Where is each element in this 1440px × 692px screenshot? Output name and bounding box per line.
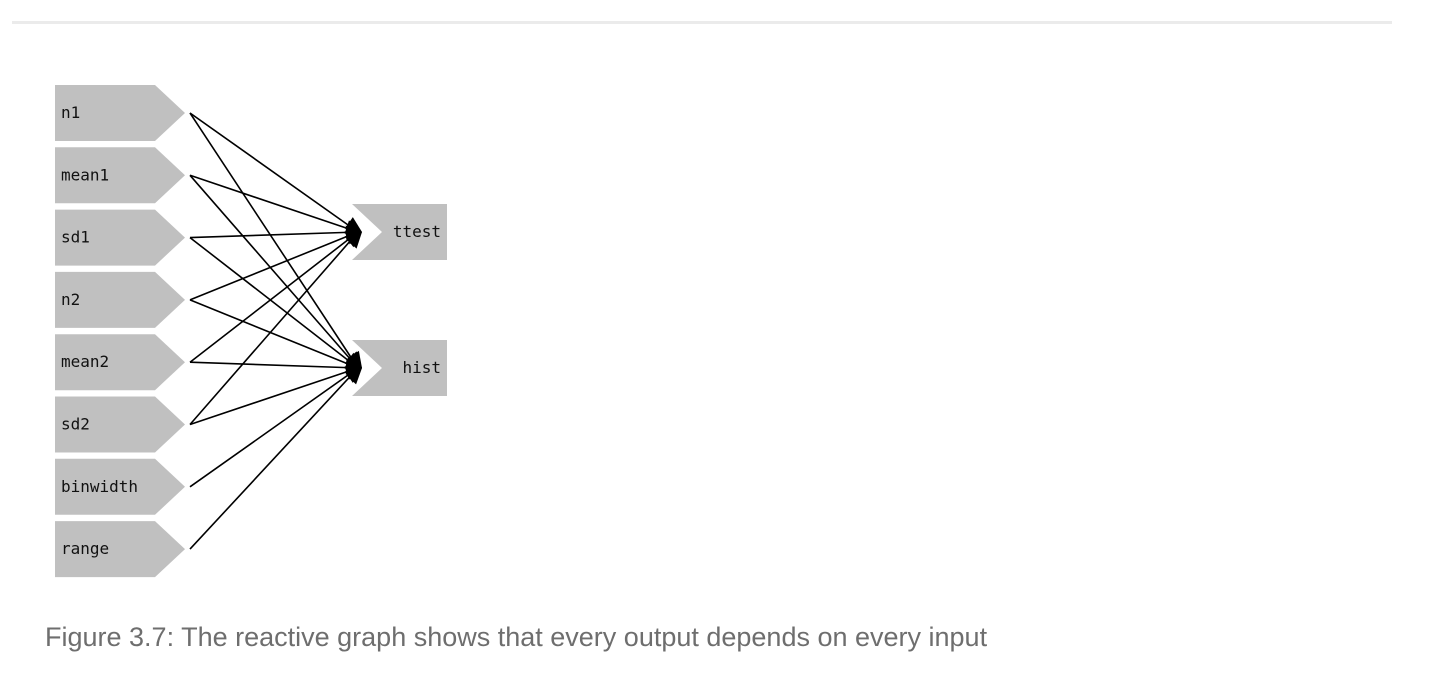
output-node-shape — [352, 204, 447, 260]
input-node-shape — [55, 521, 185, 578]
edge-n1-to-hist — [189, 112, 359, 369]
input-node-sd1: sd1 — [55, 209, 185, 266]
input-node-label: mean2 — [61, 352, 109, 371]
input-node-shape — [55, 396, 185, 453]
output-node-label: hist — [402, 358, 441, 377]
output-node-ttest: ttest — [344, 204, 447, 260]
input-node-sd2: sd2 — [55, 396, 185, 453]
input-node-binwidth: binwidth — [55, 458, 185, 515]
input-node-shape — [55, 209, 185, 266]
edge-range-to-hist — [189, 367, 359, 550]
edge-binwidth-to-hist — [189, 367, 359, 488]
input-node-shape — [55, 85, 185, 141]
input-node-range: range — [55, 521, 185, 578]
edge-sd2-to-hist — [189, 367, 359, 426]
input-node-label: n2 — [61, 290, 80, 309]
edge-sd1-to-ttest — [189, 231, 359, 239]
edges-layer — [189, 112, 359, 550]
top-divider — [12, 21, 1392, 24]
output-node-label: ttest — [393, 222, 441, 241]
edge-n1-to-ttest — [189, 112, 359, 233]
arrowhead-range-to-hist — [345, 368, 362, 385]
input-node-label: binwidth — [61, 477, 138, 496]
input-node-mean1: mean1 — [55, 147, 185, 204]
edge-mean1-to-hist — [189, 174, 359, 369]
edge-sd1-to-hist — [189, 236, 359, 369]
input-node-shape — [55, 271, 185, 328]
input-node-shape — [55, 147, 185, 204]
arrowhead-sd2-to-ttest — [346, 232, 362, 249]
input-node-label: mean1 — [61, 165, 109, 184]
edge-n2-to-ttest — [189, 231, 359, 301]
edge-mean2-to-hist — [189, 361, 359, 369]
output-node-shape — [352, 340, 447, 396]
input-node-label: sd1 — [61, 228, 90, 247]
input-node-shape — [55, 458, 185, 515]
edge-mean2-to-ttest — [189, 231, 359, 363]
figure-caption: Figure 3.7: The reactive graph shows tha… — [45, 622, 988, 652]
input-node-shape — [55, 334, 185, 391]
input-node-label: range — [61, 539, 109, 558]
input-node-n1: n1 — [55, 85, 185, 141]
edge-sd2-to-ttest — [189, 231, 359, 426]
input-node-mean2: mean2 — [55, 334, 185, 391]
edge-mean1-to-ttest — [189, 174, 359, 233]
nodes-layer: n1 mean1 sd1 n2 mean2 sd2 binwidth range ttest hi… — [55, 85, 447, 578]
input-node-label: sd2 — [61, 415, 90, 434]
input-node-label: n1 — [61, 103, 80, 122]
input-node-n2: n2 — [55, 271, 185, 328]
output-node-hist: hist — [344, 340, 447, 396]
edge-n2-to-hist — [189, 299, 359, 369]
